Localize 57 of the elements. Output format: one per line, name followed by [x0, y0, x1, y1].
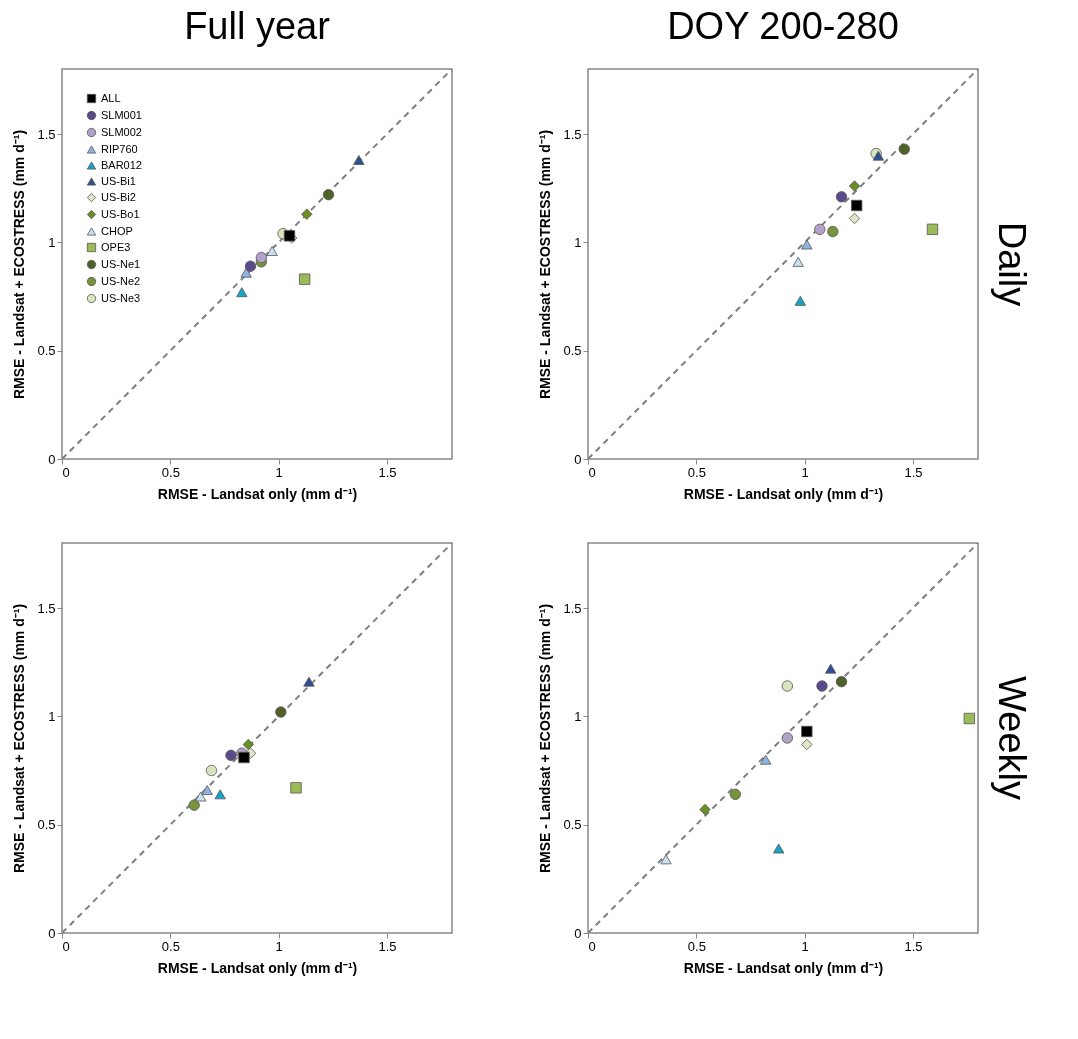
- legend-label: CHOP: [101, 224, 133, 237]
- x-tick-label: 1.5: [904, 464, 923, 480]
- legend-label: RIP760: [101, 142, 138, 155]
- legend-label: US-Bi2: [101, 190, 136, 203]
- chart-title: DOY 200-280: [667, 5, 899, 47]
- legend-label: BAR012: [101, 158, 142, 171]
- x-axis-title: RMSE - Landsat only (mm d⁻¹): [683, 485, 884, 502]
- x-tick-label: 1: [801, 938, 809, 954]
- legend-label: US-Ne1: [101, 257, 141, 270]
- legend-label: OPE3: [101, 240, 131, 253]
- legend-label: ALL: [101, 91, 121, 104]
- x-tick-label: 0.5: [687, 464, 706, 480]
- x-axis-title: RMSE - Landsat only (mm d⁻¹): [683, 959, 884, 976]
- y-tick-label: 0: [48, 451, 56, 467]
- x-tick-label: 1.5: [378, 464, 397, 480]
- y-tick-label: 0: [48, 925, 56, 941]
- y-axis-title: RMSE - Landsat + ECOSTRESS (mm d⁻¹): [537, 603, 554, 874]
- x-tick-label: 0.5: [161, 938, 180, 954]
- legend-label: SLM001: [101, 108, 142, 121]
- x-tick-label: 1.5: [378, 938, 397, 954]
- y-tick-label: 1: [48, 708, 56, 724]
- y-axis-title: RMSE - Landsat + ECOSTRESS (mm d⁻¹): [11, 129, 28, 400]
- text: Weekly: [991, 676, 1033, 800]
- legend-label: SLM002: [101, 125, 142, 138]
- x-tick-label: 0: [588, 464, 596, 480]
- y-tick-label: 1.5: [563, 126, 582, 142]
- x-tick-label: 1: [801, 464, 809, 480]
- y-tick-label: 0.5: [37, 817, 56, 833]
- y-tick-label: 1: [48, 234, 56, 250]
- y-tick-label: 0.5: [37, 343, 56, 359]
- x-axis-title: RMSE - Landsat only (mm d⁻¹): [157, 485, 358, 502]
- chart-title: Full year: [184, 5, 331, 47]
- x-tick-label: 0: [62, 464, 70, 480]
- legend-label: US-Bo1: [101, 207, 140, 220]
- y-tick-label: 0: [574, 451, 582, 467]
- y-axis-title: RMSE - Landsat + ECOSTRESS (mm d⁻¹): [11, 603, 28, 874]
- y-tick-label: 1.5: [37, 126, 56, 142]
- y-tick-label: 0.5: [563, 343, 582, 359]
- y-tick-label: 1.5: [563, 600, 582, 616]
- y-tick-label: 1: [574, 708, 582, 724]
- text: Daily: [991, 221, 1033, 307]
- legend-label: US-Ne3: [101, 291, 141, 304]
- y-tick-label: 0.5: [563, 817, 582, 833]
- x-tick-label: 0: [588, 938, 596, 954]
- y-tick-label: 1.5: [37, 600, 56, 616]
- x-axis-title: RMSE - Landsat only (mm d⁻¹): [157, 959, 358, 976]
- x-tick-label: 1: [275, 938, 283, 954]
- legend-label: US-Bi1: [101, 174, 136, 187]
- x-tick-label: 0: [62, 938, 70, 954]
- y-tick-label: 0: [574, 925, 582, 941]
- y-axis-title: RMSE - Landsat + ECOSTRESS (mm d⁻¹): [537, 129, 554, 400]
- x-tick-label: 0.5: [161, 464, 180, 480]
- y-tick-label: 1: [574, 234, 582, 250]
- x-tick-label: 1: [275, 464, 283, 480]
- x-tick-label: 0.5: [687, 938, 706, 954]
- x-tick-label: 1.5: [904, 938, 923, 954]
- legend-label: US-Ne2: [101, 274, 141, 287]
